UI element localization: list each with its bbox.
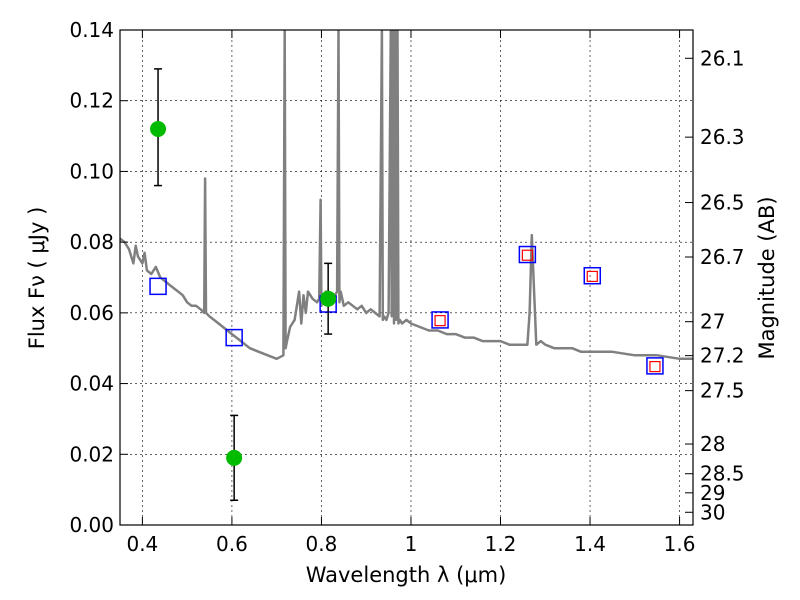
x-tick-label: 1.6 (664, 532, 696, 556)
x-tick-label: 1.4 (574, 532, 606, 556)
x-axis-label: Wavelength λ (μm) (306, 563, 507, 587)
y2-tick-label: 30 (700, 500, 725, 524)
model-flux-square (149, 277, 167, 296)
model-flux-square (431, 311, 449, 329)
y2-tick-label: 26.7 (700, 245, 745, 269)
y2-tick-label: 26.5 (700, 191, 745, 215)
model-flux-inner-square (521, 249, 533, 261)
y2-tick-label: 26.3 (700, 125, 745, 149)
y2-tick-label: 26.1 (700, 46, 745, 70)
model-flux-inner-square (434, 315, 446, 327)
y-tick-label: 0.04 (69, 372, 114, 396)
x-tick-label: 1.2 (485, 532, 517, 556)
grid-lines (120, 30, 693, 525)
model-flux-square (646, 357, 664, 375)
model-spectrum-line (120, 30, 693, 361)
x-tick-label: 1 (405, 532, 418, 556)
model-flux-square (583, 266, 602, 285)
y2-tick-label: 28.5 (700, 462, 745, 486)
plot-area (120, 30, 693, 361)
y-tick-label: 0.10 (69, 159, 114, 183)
y-tick-label: 0.06 (69, 301, 114, 325)
observed-flux-point (320, 290, 337, 307)
y-tick-label: 0.14 (69, 18, 114, 42)
model-flux-square (225, 328, 243, 347)
y2-axis-label: Magnitude (AB) (755, 196, 779, 359)
x-tick-label: 0.8 (306, 532, 338, 556)
y2-tick-label: 27.5 (700, 379, 745, 403)
observed-flux-point (226, 449, 243, 466)
y2-tick-label: 27.2 (700, 344, 745, 368)
y-tick-label: 0.00 (69, 513, 114, 537)
y-tick-label: 0.08 (69, 230, 114, 254)
model-flux-inner-square (649, 361, 661, 373)
y2-tick-label: 29 (700, 481, 725, 505)
y-tick-label: 0.12 (69, 89, 114, 113)
x-tick-label: 0.4 (126, 532, 158, 556)
observed-flux-point (150, 121, 167, 137)
x-tick-label: 0.6 (216, 532, 248, 556)
y-tick-label: 0.02 (69, 442, 114, 466)
plot-frame (119, 29, 694, 526)
model-flux-inner-square (586, 270, 598, 283)
y-axis-label: Flux Fν ( μJy ) (25, 207, 49, 350)
ticks (120, 29, 693, 526)
y2-tick-label: 27 (700, 310, 725, 334)
y2-tick-label: 28 (700, 432, 725, 456)
model-flux-square (518, 245, 537, 264)
markers (149, 68, 664, 501)
tick-labels: 0.4 0.6 0.8 1 1.2 1.4 1.6 0.00 0.02 0.04 0.06 0.08 0… (69, 18, 744, 556)
